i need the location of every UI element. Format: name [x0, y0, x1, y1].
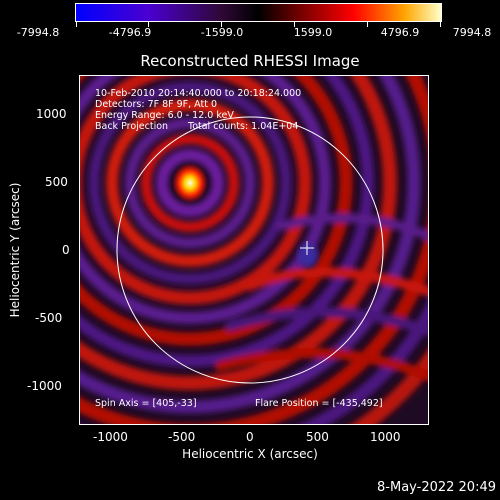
info-method: Back Projection	[95, 121, 169, 132]
info-time-range: 10-Feb-2010 20:14:40.000 to 20:18:24.000	[95, 88, 302, 99]
x-tick-label: 1000	[370, 430, 401, 444]
colorbar-label: -7994.8	[16, 26, 60, 39]
colorbar-label: 7994.8	[452, 26, 492, 39]
info-spin-axis: Spin Axis = [405,-33]	[95, 398, 197, 409]
colorbar-tick	[294, 22, 295, 27]
colorbar-label: 1599.0	[293, 26, 333, 39]
y-tick-label: -1000	[27, 379, 62, 393]
colorbar-label: -4796.9	[108, 26, 152, 39]
colorbar-label: -1599.0	[200, 26, 244, 39]
colorbar-tick	[221, 22, 222, 27]
info-total-counts: Total counts: 1.04E+04	[188, 121, 299, 132]
footer-timestamp: 8-May-2022 20:49	[377, 480, 496, 495]
y-tick-label: 500	[45, 175, 68, 189]
colorbar-tick	[148, 22, 149, 27]
rhessi-image	[80, 76, 428, 424]
x-axis-title: Heliocentric X (arcsec)	[182, 447, 318, 461]
x-tick-label: -500	[168, 430, 196, 444]
colorbar-label: 4796.9	[380, 26, 420, 39]
colorbar-tick	[76, 22, 77, 27]
info-energy-range: Energy Range: 6.0 - 12.0 keV	[95, 110, 234, 121]
x-tick-label: 0	[246, 430, 254, 444]
y-tick-label: 0	[62, 243, 70, 257]
x-tick-label: -1000	[93, 430, 128, 444]
image-plot: 10-Feb-2010 20:14:40.000 to 20:18:24.000…	[79, 75, 429, 425]
info-detectors: Detectors: 7F 8F 9F, Att 0	[95, 99, 218, 110]
y-axis-title: Heliocentric Y (arcsec)	[8, 182, 22, 318]
x-tick-label: 500	[306, 430, 329, 444]
colorbar	[75, 3, 442, 27]
colorbar-tick	[440, 22, 441, 27]
y-tick-label: 1000	[36, 107, 67, 121]
colorbar-tick	[367, 22, 368, 27]
info-flare-position: Flare Position = [-435,492]	[255, 398, 383, 409]
plot-title: Reconstructed RHESSI Image	[140, 52, 360, 70]
y-tick-label: -500	[35, 311, 63, 325]
